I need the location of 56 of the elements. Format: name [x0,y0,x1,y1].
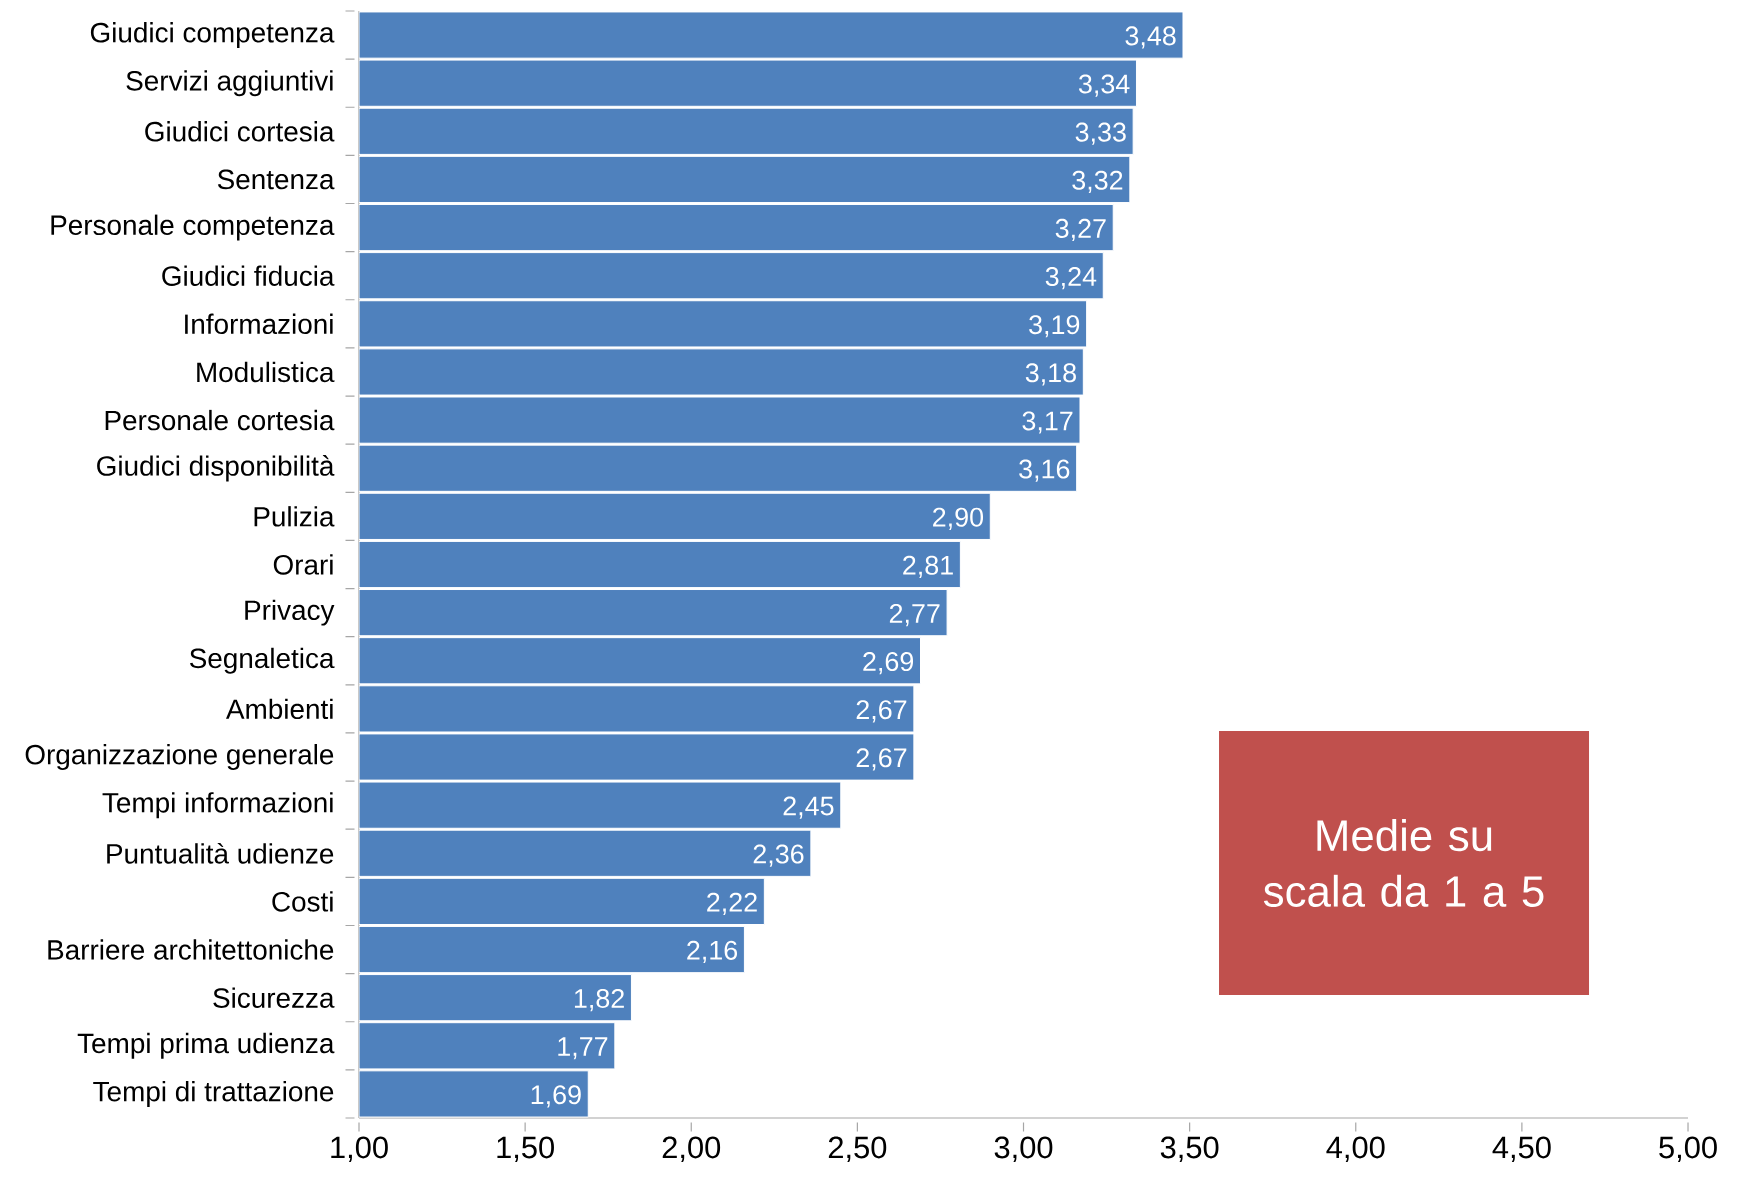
y-tick-label: Tempi prima udienza [77,1032,335,1059]
y-tick-label: Puntualità udienze [107,842,334,864]
data-label: 3,34 [1078,74,1130,97]
data-label: 2,67 [856,748,907,771]
y-tick-label: Tempi informazioni [102,792,333,819]
y-tick-label: Orari [273,554,333,575]
data-label: 2,81 [903,555,953,579]
data-label: 2,22 [707,892,757,915]
data-label: 1,82 [574,988,624,1012]
y-tick-label: Personale cortesia [105,409,335,431]
y-tick-label: Organizzazione generale [25,744,334,771]
y-tick-label: Giudici competenza [90,22,335,49]
y-tick-label: Sicurezza [213,987,335,1008]
data-label: 3,24 [1045,267,1097,290]
annotation: Medie su scala da 1 a 5 [1263,819,1544,907]
x-tick-label: 1,00 [331,1136,388,1163]
data-label: 2,69 [863,652,914,675]
data-label: 3,27 [1055,218,1106,242]
x-tick-label: 1,50 [497,1136,554,1163]
data-label: 3,19 [1029,315,1080,338]
y-tick-label: Giudici cortesia [145,121,335,142]
x-tick-label: 2,00 [662,1136,721,1163]
x-tick-label: 4,50 [1492,1136,1551,1163]
data-label: 3,33 [1075,122,1126,145]
y-tick-label: Privacy [245,599,335,626]
data-label: 2,67 [856,700,907,723]
data-label: 3,16 [1019,459,1070,482]
x-tick-label: 3,00 [994,1136,1053,1163]
data-label: 2,77 [889,603,940,627]
data-label: 2,90 [933,507,984,530]
y-tick-label: Tempi di trattazione [93,1080,334,1107]
y-tick-label: Personale competenza [51,214,335,241]
y-tick-label: Barriere architettoniche [48,939,334,960]
data-label: 1,69 [531,1085,581,1108]
data-label: 3,48 [1125,26,1176,49]
y-tick-label: Segnaletica [189,647,335,674]
x-tick-label: 2,50 [828,1136,887,1163]
data-label: 3,18 [1025,363,1076,386]
y-tick-label: Pulizia [254,506,335,527]
x-tick-label: 4,00 [1326,1136,1385,1163]
y-tick-label: Ambienti [225,698,333,720]
y-tick-label: Informazioni [185,313,333,335]
y-tick-label: Sentenza [217,169,335,190]
data-label: 3,32 [1072,170,1123,193]
y-tick-label: Servizi aggiuntivi [126,70,333,97]
data-label: 1,77 [558,1037,608,1060]
x-tick-label: 5,00 [1659,1136,1717,1163]
y-tick-label: Giudici fiducia [162,265,335,286]
y-tick-label: Modulistica [197,361,335,383]
y-tick-label: Costi [272,891,333,912]
data-label: 2,16 [687,940,738,964]
data-label: 3,17 [1022,411,1073,434]
data-label: 2,36 [753,844,804,867]
data-label: 2,45 [783,796,834,819]
x-tick-label: 3,50 [1160,1136,1219,1163]
y-tick-label: Giudici disponibilità [97,455,335,482]
